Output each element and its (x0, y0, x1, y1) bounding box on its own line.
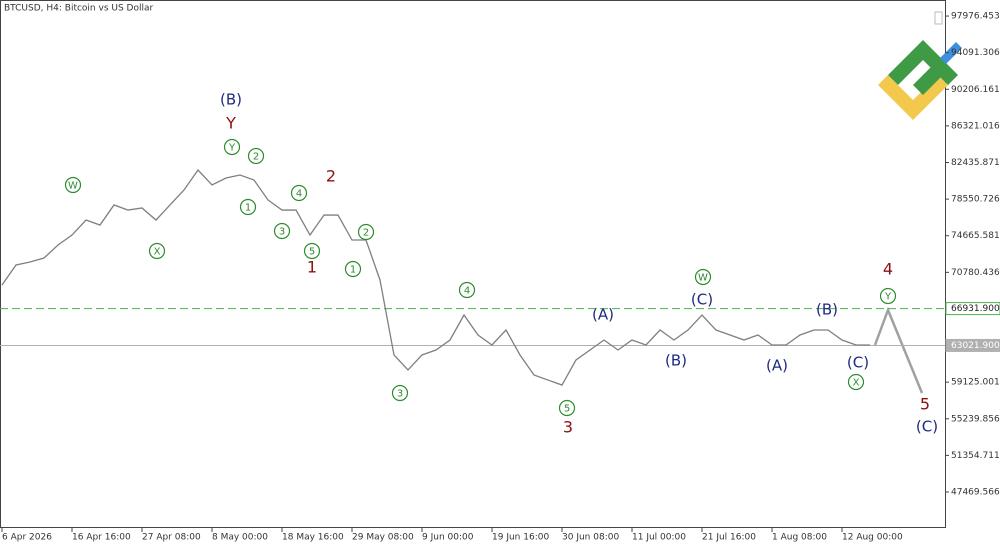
wave-label: W (698, 273, 708, 284)
wave-label: 2 (326, 167, 336, 186)
y-tick-label: 74665.581 (951, 231, 1000, 241)
level-label: 63021.900 (951, 341, 1000, 351)
wave-label: 5 (920, 395, 930, 414)
wave-label: Y (228, 143, 236, 154)
wave-label: W (68, 181, 78, 192)
logo-green-2 (913, 65, 943, 95)
wave-label: (B) (665, 352, 687, 370)
wave-circle (357, 223, 375, 241)
x-tick-label: 21 Jul 16:00 (702, 533, 756, 543)
level-label: 66931.900 (951, 304, 1000, 314)
y-tick-label: 94091.306 (951, 48, 1000, 58)
x-tick-label: 19 Jun 16:00 (492, 533, 549, 543)
price-line (1, 168, 870, 386)
wave-label: (B) (816, 301, 838, 319)
wave-label: 5 (309, 247, 315, 258)
wave-circle (64, 176, 82, 194)
x-tick-label: 12 Aug 00:00 (842, 533, 903, 543)
x-tick-label: 30 Jun 08:00 (562, 533, 619, 543)
x-tick-label: 11 Jul 00:00 (632, 533, 686, 543)
wave-label: 4 (464, 286, 470, 297)
wave-circle (847, 373, 865, 391)
wave-circle (694, 268, 712, 286)
wave-circle (223, 138, 241, 156)
wave-label: 2 (363, 228, 369, 239)
wave-label: 5 (564, 404, 570, 415)
y-tick-label: 59125.001 (951, 378, 1000, 388)
wave-label: (C) (916, 418, 938, 436)
wave-circle (458, 281, 476, 299)
x-tick-label: 1 Aug 08:00 (772, 533, 827, 543)
wave-label: 2 (253, 152, 259, 163)
wave-circle (247, 147, 265, 165)
y-tick-label: 86321.016 (951, 121, 1000, 131)
x-tick-label: 29 May 08:00 (352, 533, 414, 543)
x-tick-label: 8 May 00:00 (212, 533, 268, 543)
wave-label: 3 (563, 418, 573, 437)
wave-circle (558, 399, 576, 417)
wave-label: X (154, 247, 161, 258)
wave-circle (273, 222, 291, 240)
logo (878, 40, 962, 120)
projection (873, 306, 924, 394)
y-tick-label: 55239.856 (951, 414, 1000, 424)
y-tick-label: 82435.871 (951, 158, 1000, 168)
wave-circle (391, 384, 409, 402)
wave-label: 1 (245, 203, 251, 214)
wave-label: 3 (279, 227, 285, 238)
wave-label: X (853, 378, 860, 389)
y-tick-label: 97976.453 (951, 12, 1000, 22)
wave-label: (A) (766, 357, 788, 375)
wave-label: Y (225, 114, 236, 133)
level-tag (945, 338, 1000, 352)
y-tick-label: 51354.711 (951, 451, 1000, 461)
wave-label: 1 (307, 258, 317, 277)
level-tag (945, 302, 1000, 316)
wave-label: (C) (847, 354, 869, 372)
wave-label: 4 (296, 189, 302, 200)
plot-frame (0, 0, 946, 528)
wave-circle (290, 184, 308, 202)
wave-label: (B) (220, 91, 242, 109)
wave-circle (344, 260, 362, 278)
wave-circle (148, 242, 166, 260)
y-tick-label: 47469.566 (951, 488, 1000, 498)
x-tick-label: 27 Apr 08:00 (142, 533, 201, 543)
wave-label: 3 (397, 389, 403, 400)
y-tick-label: 78550.726 (951, 195, 1000, 205)
x-tick-label: 16 Apr 16:00 (72, 533, 131, 543)
wave-circle (303, 242, 321, 260)
scroll-box (934, 11, 943, 25)
y-tick-label: 90206.161 (951, 85, 1000, 95)
wave-label: 4 (883, 260, 893, 279)
wave-label: (A) (592, 306, 614, 324)
x-tick-label: 18 May 16:00 (282, 533, 344, 543)
x-tick-label: 6 Apr 2026 (2, 533, 52, 543)
wave-label: 1 (350, 265, 356, 276)
chart-title: BTCUSD, H4: Bitcoin vs US Dollar (4, 4, 153, 14)
wave-circle (239, 198, 257, 216)
y-tick-label: 70780.436 (951, 268, 1000, 278)
wave-label: Y (884, 292, 892, 303)
x-tick-label: 9 Jun 00:00 (422, 533, 474, 543)
logo-blue (940, 42, 962, 64)
wave-circle (879, 287, 897, 305)
wave-label: (C) (691, 291, 713, 309)
